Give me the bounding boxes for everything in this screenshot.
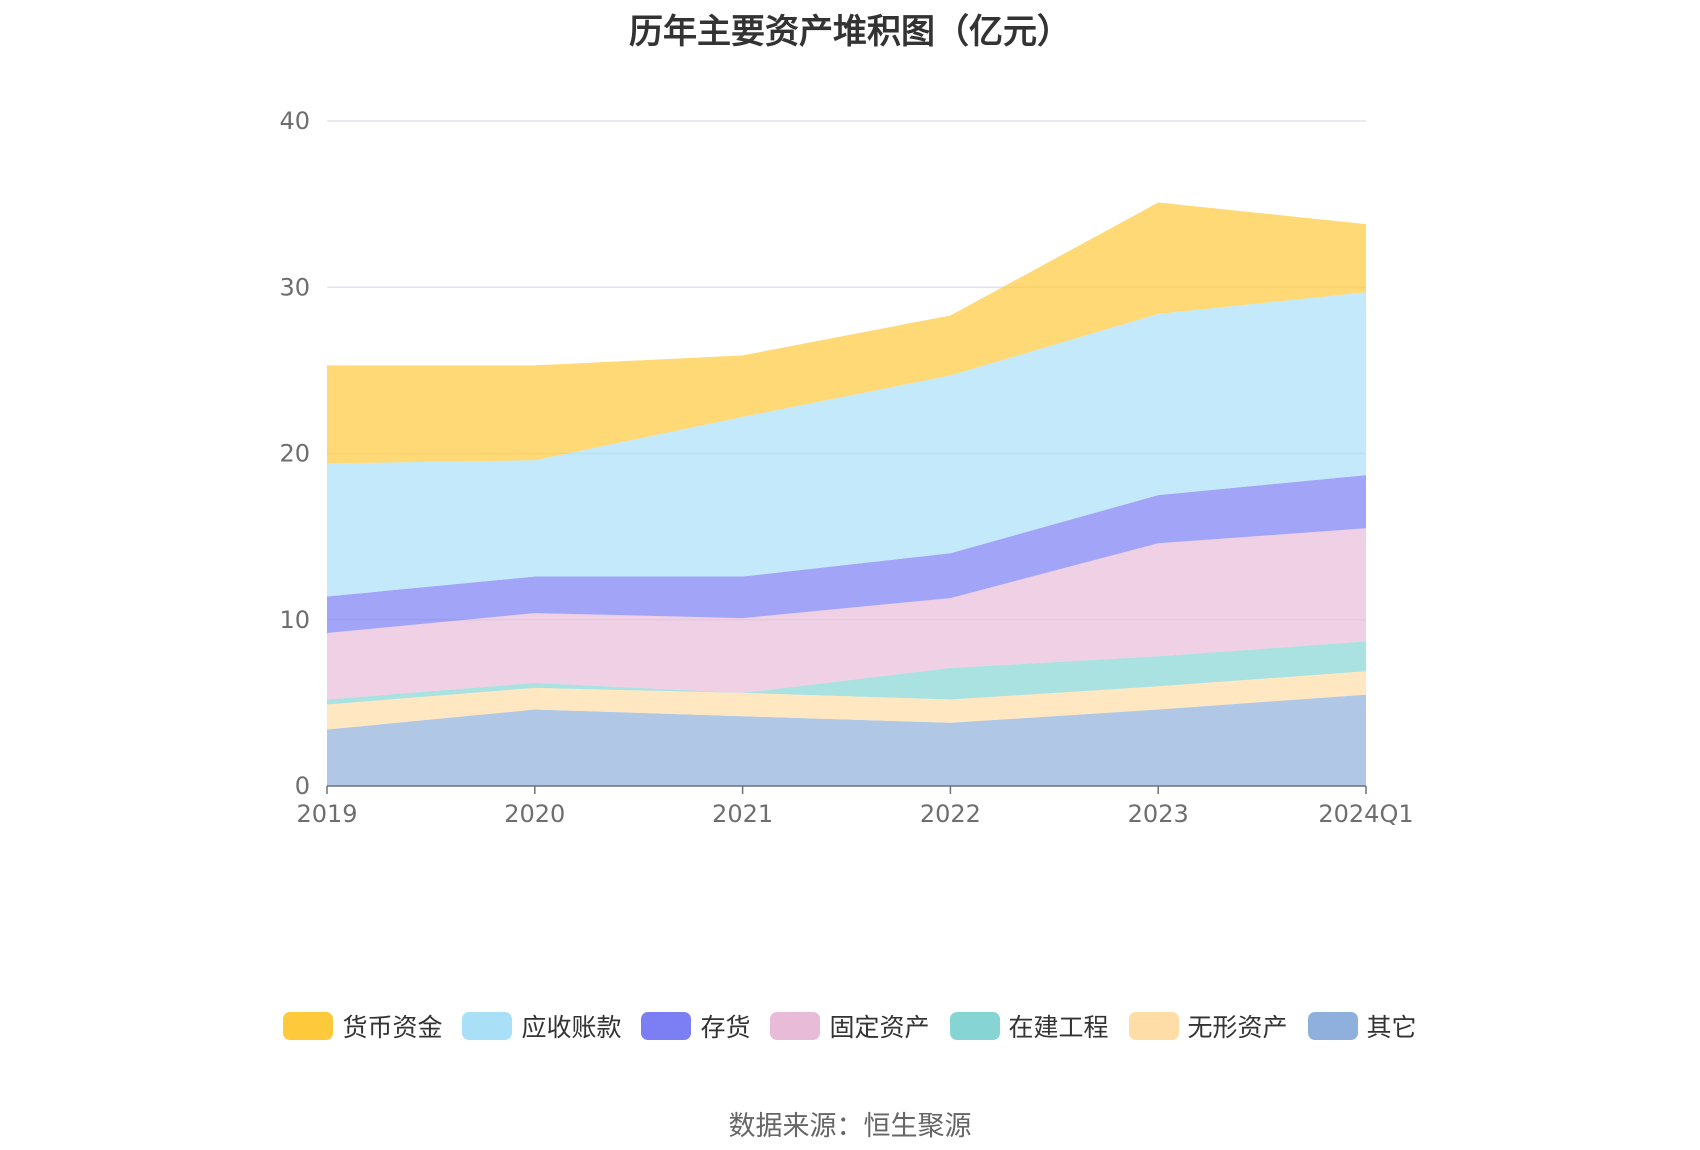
legend-label-3: 固定资产 [829,1013,930,1042]
area-series-2 [327,641,1366,705]
legend-swatch-1 [462,1012,513,1040]
legend-item-3[interactable]: 固定资产 [770,1008,930,1044]
legend-label-0: 货币资金 [342,1013,443,1042]
legend-label-6: 其它 [1366,1013,1417,1042]
legend-swatch-2 [641,1012,692,1040]
area-series-6 [327,202,1366,464]
x-tick-label-1: 2020 [504,800,565,828]
legend: 货币资金 应收账款 存货 固定资产 在建工程 无形资产 其它 [0,1008,1700,1044]
area-series-4 [327,475,1366,633]
legend-swatch-5 [1128,1012,1179,1040]
x-tick-label-3: 2022 [920,800,981,828]
area-series-0 [327,694,1366,786]
area-series-3 [327,528,1366,700]
legend-item-2[interactable]: 存货 [641,1008,750,1044]
x-tick-label-0: 2019 [296,800,357,828]
axes [326,785,1367,794]
y-tick-label-3: 30 [279,273,310,301]
legend-label-1: 应收账款 [521,1013,622,1042]
area-series [327,202,1366,786]
legend-swatch-3 [770,1012,821,1040]
legend-item-5[interactable]: 无形资产 [1128,1008,1288,1044]
y-tick-label-4: 40 [279,107,310,135]
legend-label-5: 无形资产 [1187,1013,1288,1042]
legend-label-2: 存货 [700,1013,751,1042]
y-tick-label-0: 0 [295,772,310,800]
area-series-1 [327,671,1366,730]
legend-swatch-6 [1307,1012,1358,1040]
legend-swatch-4 [949,1012,1000,1040]
legend-item-6[interactable]: 其它 [1307,1008,1417,1044]
y-tick-label-2: 20 [279,440,310,468]
legend-label-4: 在建工程 [1008,1013,1109,1042]
legend-item-0[interactable]: 货币资金 [283,1008,442,1044]
area-series-5 [327,292,1366,597]
tick-labels: 0 10 20 30 40 2019 2020 2021 2022 2023 2024Q1 [279,107,1413,828]
x-tick-label-5: 2024Q1 [1318,800,1413,828]
legend-swatch-0 [283,1012,334,1040]
y-tick-label-1: 10 [279,606,310,634]
legend-item-4[interactable]: 在建工程 [949,1008,1109,1044]
x-tick-label-4: 2023 [1128,800,1189,828]
x-tick-label-2: 2021 [712,800,773,828]
data-source-note: 数据来源：恒生聚源 [728,1111,972,1142]
chart-title: 历年主要资产堆积图（亿元） [629,12,1071,52]
legend-item-1[interactable]: 应收账款 [462,1008,621,1044]
